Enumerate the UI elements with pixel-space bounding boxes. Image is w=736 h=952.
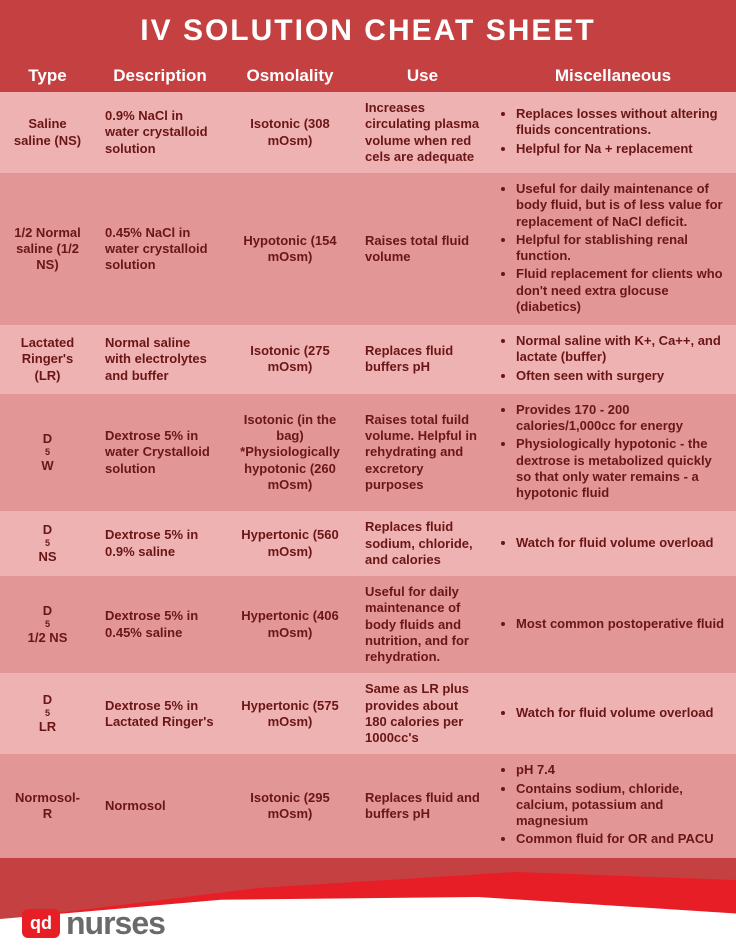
cell-use: Replaces fluid sodium, chloride, and cal… (355, 511, 490, 576)
table-row: Saline saline (NS)0.9% NaCl in water cry… (0, 92, 736, 173)
col-header-type: Type (0, 60, 95, 92)
cell-use: Raises total fuild volume. Helpful in re… (355, 394, 490, 512)
cell-misc: Replaces losses without altering fluids … (490, 92, 736, 173)
cell-osmolality: Hypertonic (406 mOsm) (225, 576, 355, 673)
table-row: 1/2 Normal saline (1/2 NS)0.45% NaCl in … (0, 173, 736, 325)
misc-item: Common fluid for OR and PACU (516, 831, 726, 847)
iv-table: Type Description Osmolality Use Miscella… (0, 60, 736, 952)
cell-misc: Most common postoperative fluid (490, 576, 736, 673)
cell-type: D5LR (0, 673, 95, 754)
cell-misc: Provides 170 - 200 calories/1,000cc for … (490, 394, 736, 512)
cell-use: Same as LR plus provides about 180 calor… (355, 673, 490, 754)
cell-osmolality: Isotonic (308 mOsm) (225, 92, 355, 173)
misc-item: Contains sodium, chloride, calcium, pota… (516, 781, 726, 830)
cell-misc: Watch for fluid volume overload (490, 511, 736, 576)
cell-misc: pH 7.4 Contains sodium, chloride, calcium… (490, 754, 736, 857)
table-header-row: Type Description Osmolality Use Miscella… (0, 60, 736, 92)
cell-description: 0.9% NaCl in water crystalloid solution (95, 92, 225, 173)
cell-use: Increases circulating plasma volume when… (355, 92, 490, 173)
misc-item: Useful for daily maintenance of body flu… (516, 181, 726, 230)
cell-description: Dextrose 5% in 0.9% saline (95, 511, 225, 576)
cell-misc: Watch for fluid volume overload (490, 673, 736, 754)
misc-item: Fluid replacement for clients who don't … (516, 266, 726, 315)
misc-item: Helpful for Na + replacement (516, 141, 726, 157)
table-row: D5WDextrose 5% in water Crystalloid solu… (0, 394, 736, 512)
cell-use: Replaces fluid and buffers pH (355, 754, 490, 857)
col-header-use: Use (355, 60, 490, 92)
cell-description: Dextrose 5% in Lactated Ringer's (95, 673, 225, 754)
cell-type: D5NS (0, 511, 95, 576)
cell-description: Normosol (95, 754, 225, 857)
cell-osmolality: Isotonic (275 mOsm) (225, 325, 355, 394)
cheat-sheet-container: IV SOLUTION CHEAT SHEET Type Description… (0, 0, 736, 952)
page-title: IV SOLUTION CHEAT SHEET (0, 0, 736, 60)
table-row: Normosol- RNormosolIsotonic (295 mOsm)Re… (0, 754, 736, 857)
col-header-osmolality: Osmolality (225, 60, 355, 92)
cell-description: Normal saline with electrolytes and buff… (95, 325, 225, 394)
col-header-misc: Miscellaneous (490, 60, 736, 92)
cell-type: Normosol- R (0, 754, 95, 857)
cell-misc: Normal saline with K+, Ca++, and lactate… (490, 325, 736, 394)
cell-osmolality: Hypotonic (154 mOsm) (225, 173, 355, 325)
misc-item: Often seen with surgery (516, 368, 726, 384)
table-row: D5LRDextrose 5% in Lactated Ringer'sHype… (0, 673, 736, 754)
table-row: D5 1/2 NSDextrose 5% in 0.45% salineHype… (0, 576, 736, 673)
cell-use: Raises total fluid volume (355, 173, 490, 325)
cell-misc: Useful for daily maintenance of body flu… (490, 173, 736, 325)
misc-item: Most common postoperative fluid (516, 616, 726, 632)
cell-type: D5 1/2 NS (0, 576, 95, 673)
cell-type: D5W (0, 394, 95, 512)
cell-type: Lactated Ringer's (LR) (0, 325, 95, 394)
cell-use: Useful for daily maintenance of body flu… (355, 576, 490, 673)
cell-osmolality: Isotonic (295 mOsm) (225, 754, 355, 857)
misc-item: Provides 170 - 200 calories/1,000cc for … (516, 402, 726, 435)
misc-item: pH 7.4 (516, 762, 726, 778)
cell-type: 1/2 Normal saline (1/2 NS) (0, 173, 95, 325)
misc-item: Physiologically hypotonic - the dextrose… (516, 436, 726, 501)
cell-osmolality: Hypertonic (575 mOsm) (225, 673, 355, 754)
cell-description: Dextrose 5% in 0.45% saline (95, 576, 225, 673)
cell-description: 0.45% NaCl in water crystalloid solution (95, 173, 225, 325)
misc-item: Watch for fluid volume overload (516, 535, 726, 551)
cell-use: Replaces fluid buffers pH (355, 325, 490, 394)
col-header-description: Description (95, 60, 225, 92)
cell-osmolality: Hypertonic (560 mOsm) (225, 511, 355, 576)
misc-item: Watch for fluid volume overload (516, 705, 726, 721)
misc-item: Helpful for stablishing renal function. (516, 232, 726, 265)
table-row: D5NSDextrose 5% in 0.9% salineHypertonic… (0, 511, 736, 576)
cell-type: Saline saline (NS) (0, 92, 95, 173)
misc-item: Replaces losses without altering fluids … (516, 106, 726, 139)
cell-osmolality: Isotonic (in the bag) *Physiologically h… (225, 394, 355, 512)
table-row: Lactated Ringer's (LR)Normal saline with… (0, 325, 736, 394)
misc-item: Normal saline with K+, Ca++, and lactate… (516, 333, 726, 366)
cell-description: Dextrose 5% in water Crystalloid solutio… (95, 394, 225, 512)
